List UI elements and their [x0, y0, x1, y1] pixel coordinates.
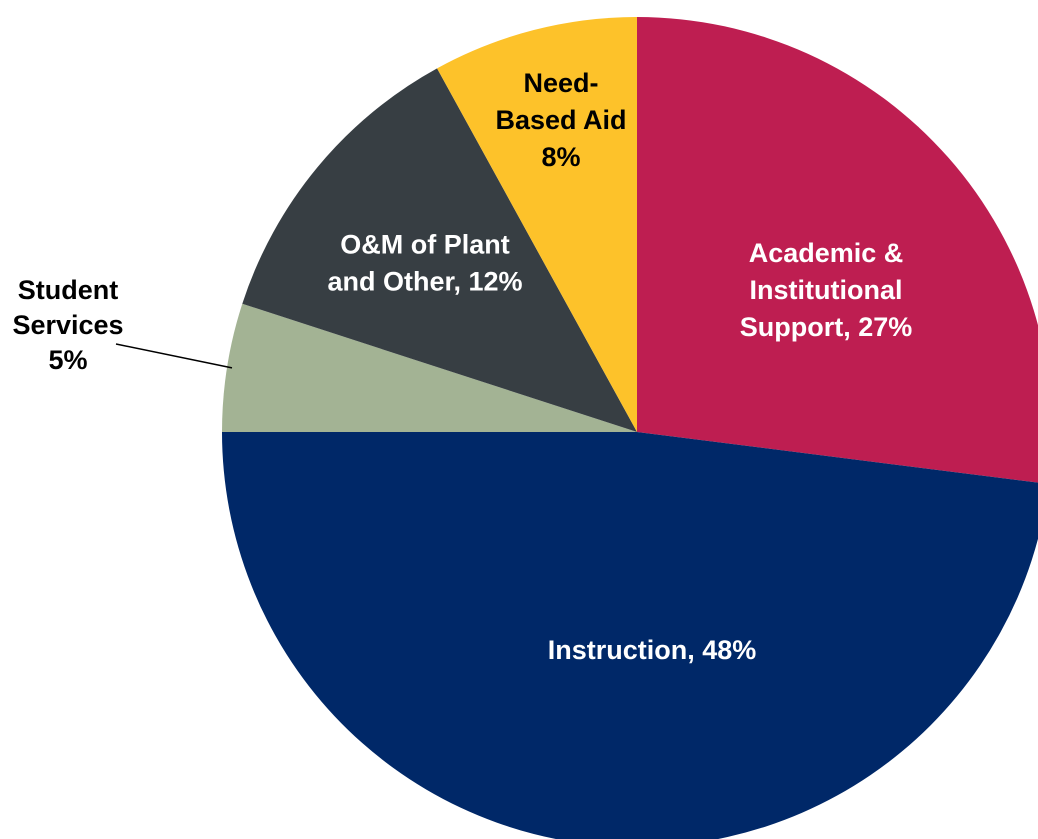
pie-slice-academic-and-institutional-support [637, 17, 1038, 483]
pie-slices [222, 17, 1038, 839]
slice-label-line: Support, 27% [740, 312, 913, 342]
pie-slice-need-based-aid [437, 17, 637, 432]
slice-label-need-based-aid: Need- Based Aid 8% [495, 68, 626, 172]
slice-label-line: Institutional [750, 275, 903, 305]
pie-slice-oandm-of-plant-and-other [242, 68, 637, 432]
slice-label-oandm-of-plant-and-other: O&M of Plant and Other, 12% [327, 230, 522, 297]
leader-line-student-services [115, 343, 233, 369]
slice-label-line: Instruction, 48% [548, 635, 757, 665]
slice-labels: Academic & Institutional Support, 27% Instr… [12, 68, 912, 665]
slice-label-line: Services [12, 310, 123, 340]
slice-label-line: Student [18, 275, 119, 305]
pie-slice-student-services [222, 303, 637, 432]
slice-label-line: and Other, 12% [327, 267, 522, 297]
slice-label-instruction: Instruction, 48% [548, 635, 757, 665]
slice-label-line: Need- [523, 68, 598, 98]
pie-slice-instruction [222, 432, 1038, 839]
leader-lines [115, 343, 233, 369]
slice-label-line: Academic & [749, 238, 904, 268]
slice-label-line: 8% [541, 142, 580, 172]
slice-label-line: 5% [48, 345, 87, 375]
slice-label-student-services: Student Services 5% [12, 275, 123, 375]
slice-label-academic-and-institutional-support: Academic & Institutional Support, 27% [740, 238, 913, 342]
slice-label-line: O&M of Plant [340, 230, 510, 260]
slice-label-line: Based Aid [495, 105, 626, 135]
